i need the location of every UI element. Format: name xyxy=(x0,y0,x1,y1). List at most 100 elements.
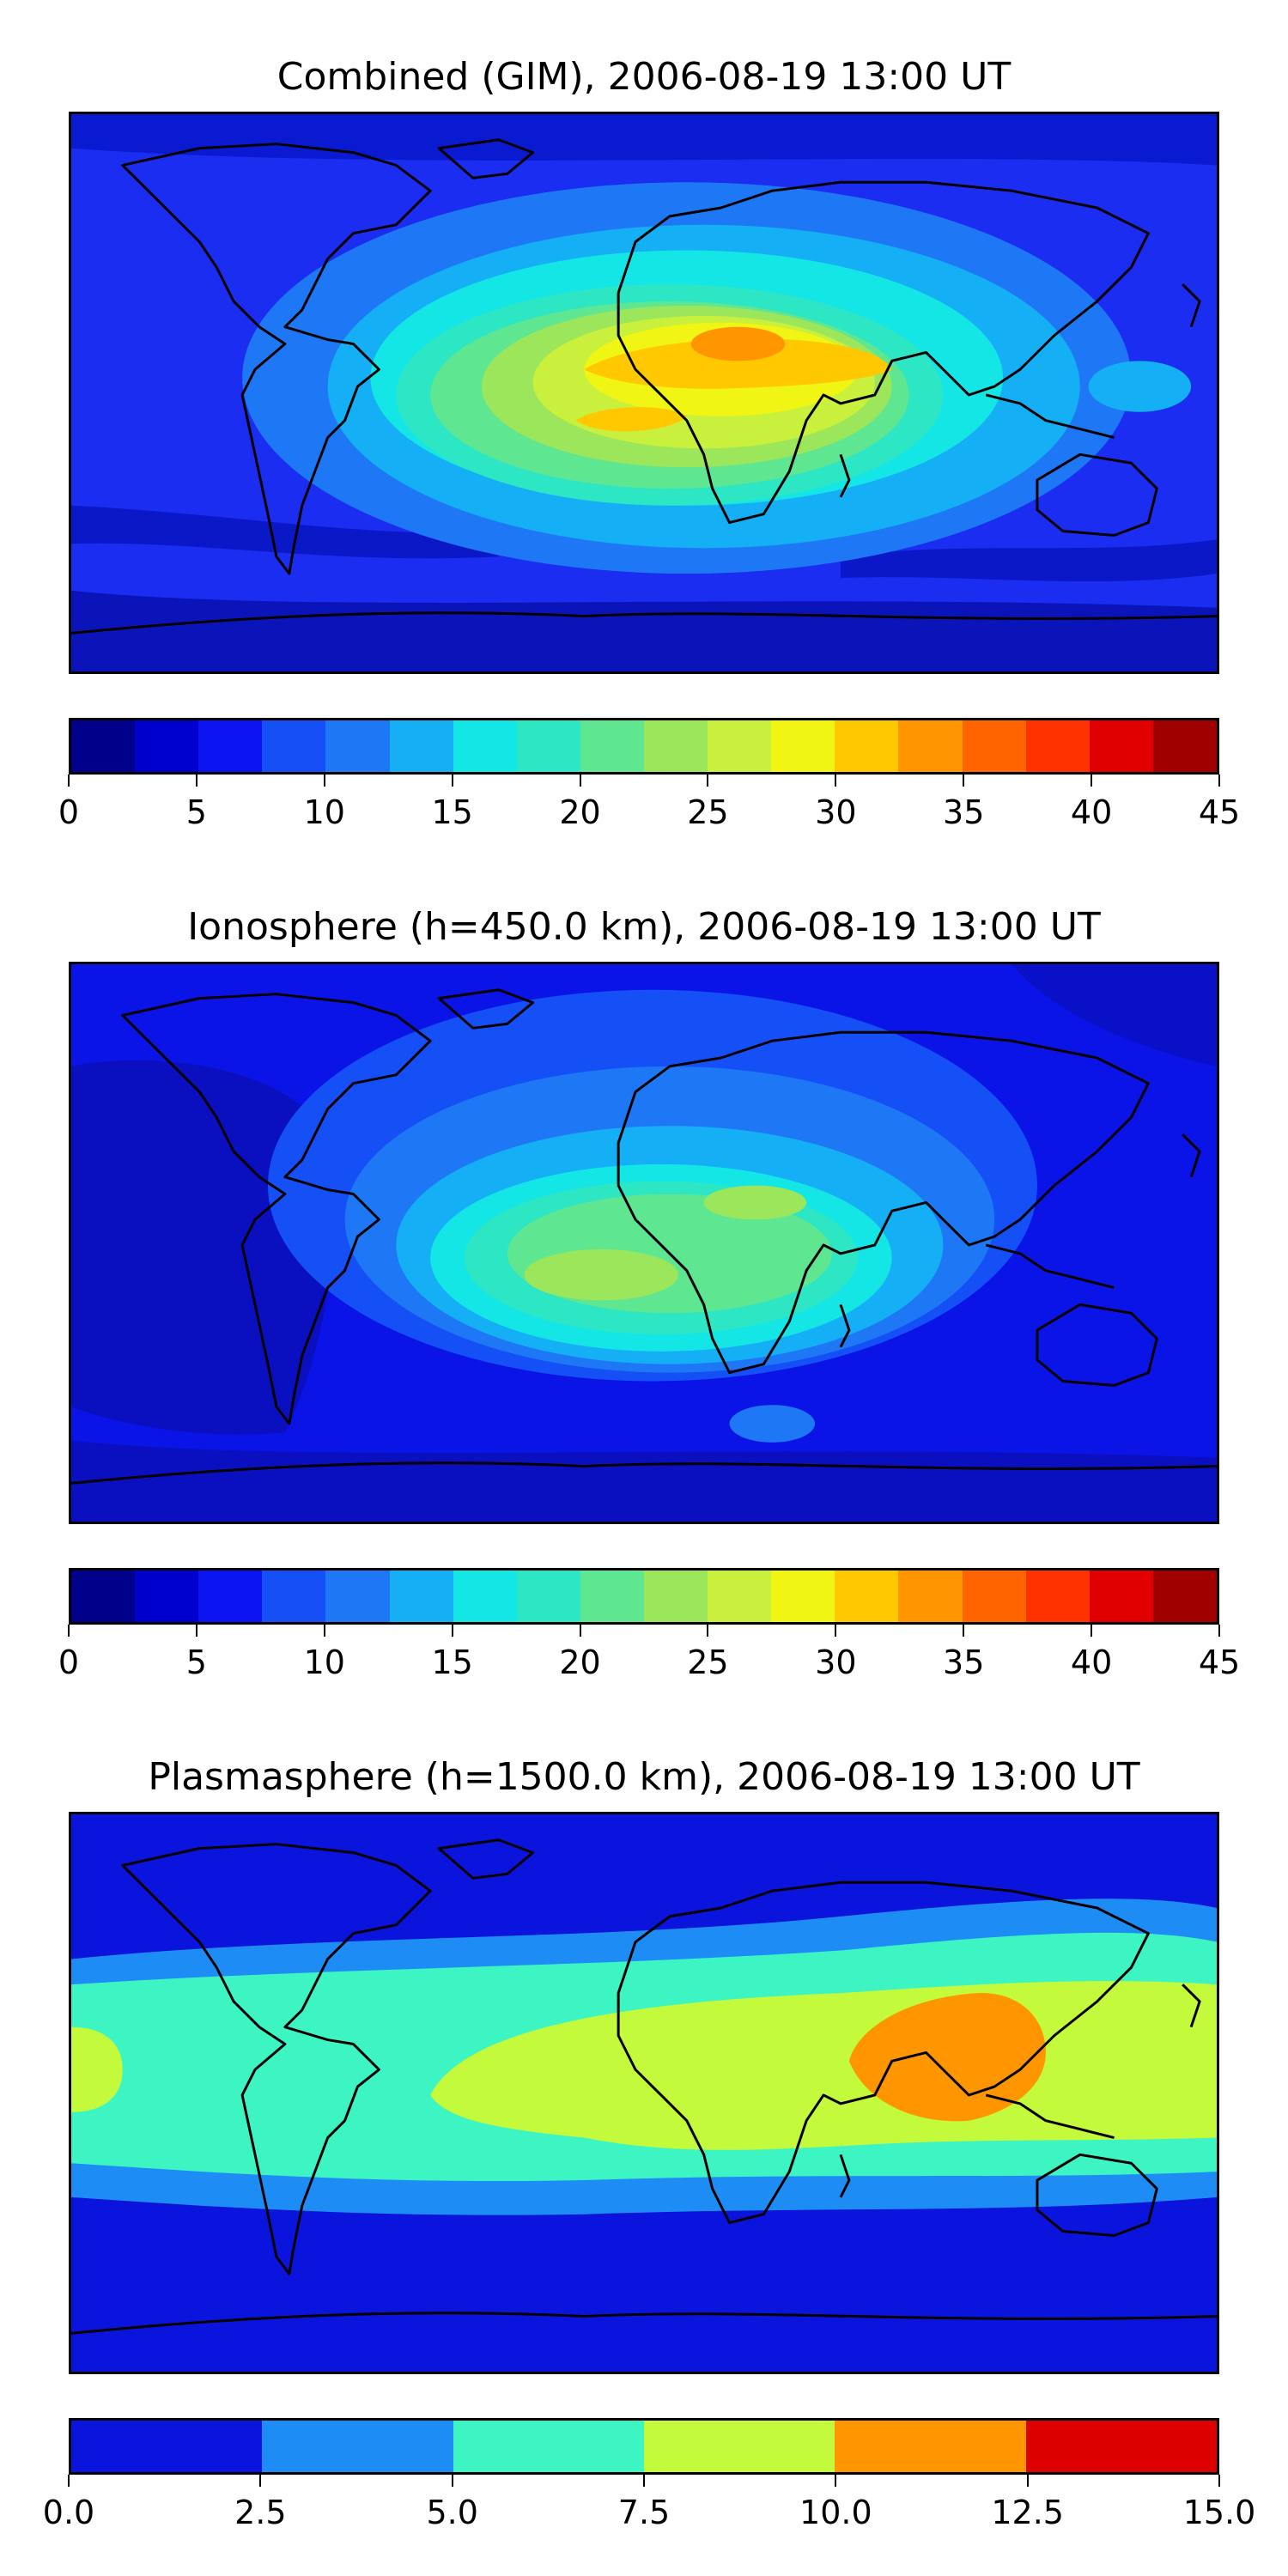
tick-label: 25 xyxy=(687,1643,729,1681)
colorbar-segment xyxy=(643,1571,708,1622)
tick-mark xyxy=(451,2475,453,2487)
tick-mark xyxy=(707,775,709,787)
colorbar-segment xyxy=(389,720,453,772)
colorbar-segment xyxy=(962,1571,1026,1622)
colorbar-segment xyxy=(71,1571,136,1622)
tick-label: 40 xyxy=(1070,1643,1113,1681)
colorbar-segment xyxy=(262,2421,453,2472)
colorbar-ticks-plasmasphere: 0.0 2.5 5.0 7.5 10.0 12.5 15.0 xyxy=(43,2475,1255,2531)
colorbar-segment xyxy=(262,720,326,772)
colorbar-segment xyxy=(898,1571,963,1622)
tick-mark xyxy=(68,775,70,787)
tick-label: 35 xyxy=(943,793,985,831)
colorbar-segment xyxy=(516,1571,580,1622)
tick-label: 7.5 xyxy=(617,2494,671,2531)
colorbar-segment xyxy=(1089,1571,1153,1622)
tick-label: 10 xyxy=(303,1643,345,1681)
tick-mark xyxy=(68,2475,70,2487)
colorbar-segment xyxy=(1025,1571,1090,1622)
colorbar-segment xyxy=(580,720,644,772)
colorbar-segment xyxy=(1152,720,1217,772)
map-svg-ionosphere xyxy=(71,964,1217,1522)
map-svg-plasmasphere xyxy=(71,1814,1217,2372)
tick-mark xyxy=(1218,1625,1220,1637)
colorbar-segment xyxy=(580,1571,644,1622)
colorbar-segment xyxy=(516,720,580,772)
colorbar-segment xyxy=(262,1571,326,1622)
colorbar-segment xyxy=(453,720,517,772)
tick-mark xyxy=(963,1625,965,1637)
tick-label: 15 xyxy=(431,793,473,831)
tick-label: 30 xyxy=(815,1643,857,1681)
colorbar-segment xyxy=(898,720,963,772)
colorbar-segment xyxy=(325,1571,390,1622)
colorbar-segment xyxy=(835,1571,899,1622)
tick-label: 25 xyxy=(687,793,729,831)
colorbar-segment xyxy=(71,720,136,772)
map-ionosphere xyxy=(69,962,1219,1524)
colorbar-segment xyxy=(453,2421,644,2472)
tick-label: 0 xyxy=(58,793,80,831)
tick-mark xyxy=(1218,2475,1220,2487)
tick-label: 5 xyxy=(185,1643,207,1681)
tick-label: 15 xyxy=(431,1643,473,1681)
panel-title-combined: Combined (GIM), 2006-08-19 13:00 UT xyxy=(276,55,1012,99)
tick-label: 5 xyxy=(185,793,207,831)
colorbar-segment xyxy=(1089,720,1153,772)
tick-mark xyxy=(323,775,325,787)
tick-mark xyxy=(579,1625,581,1637)
tick-mark xyxy=(707,1625,709,1637)
tick-mark xyxy=(835,2475,837,2487)
tick-label: 12.5 xyxy=(991,2494,1064,2531)
colorbar-segment xyxy=(708,1571,772,1622)
tick-mark xyxy=(643,2475,645,2487)
colorbar-segment xyxy=(835,720,899,772)
tick-label: 30 xyxy=(815,793,857,831)
tick-label: 5.0 xyxy=(426,2494,478,2531)
tick-label: 10 xyxy=(303,793,345,831)
tick-mark xyxy=(1091,1625,1093,1637)
map-plasmasphere xyxy=(69,1812,1219,2374)
tick-mark xyxy=(68,1625,70,1637)
colorbar-segment xyxy=(198,1571,263,1622)
tick-label: 45 xyxy=(1198,1643,1241,1681)
tick-mark xyxy=(835,775,837,787)
tick-label: 0 xyxy=(58,1643,80,1681)
tick-mark xyxy=(451,775,453,787)
map-combined xyxy=(69,112,1219,674)
colorbar-segment xyxy=(643,720,708,772)
tick-label: 0.0 xyxy=(42,2494,95,2531)
map-svg-combined xyxy=(71,114,1217,671)
tick-mark xyxy=(1091,775,1093,787)
tick-mark xyxy=(579,775,581,787)
colorbar-segment xyxy=(1025,2421,1217,2472)
colorbar-segment xyxy=(389,1571,453,1622)
colorbar-plasmasphere xyxy=(69,2418,1219,2475)
colorbar-segment xyxy=(135,1571,199,1622)
colorbar-ticks-ionosphere: 0 5 10 15 20 25 30 35 40 45 xyxy=(58,1625,1240,1681)
tick-label: 20 xyxy=(559,1643,601,1681)
colorbar-segment xyxy=(962,720,1026,772)
tick-label: 2.5 xyxy=(234,2494,287,2531)
tick-mark xyxy=(195,1625,197,1637)
colorbar-segment xyxy=(325,720,390,772)
colorbar-segment xyxy=(771,1571,835,1622)
colorbar-ticks-combined: 0 5 10 15 20 25 30 35 40 45 xyxy=(58,775,1240,831)
colorbar-segment xyxy=(71,2421,263,2472)
tick-mark xyxy=(835,1625,837,1637)
colorbar-segment xyxy=(835,2421,1026,2472)
tick-label: 40 xyxy=(1070,793,1113,831)
colorbar-segment xyxy=(453,1571,517,1622)
tick-label: 15.0 xyxy=(1182,2494,1256,2531)
colorbar-segment xyxy=(135,720,199,772)
colorbar-segment xyxy=(1152,1571,1217,1622)
tick-mark xyxy=(1026,2475,1029,2487)
tick-mark xyxy=(451,1625,453,1637)
colorbar-segment xyxy=(643,2421,835,2472)
tick-label: 45 xyxy=(1198,793,1241,831)
colorbar-segment xyxy=(708,720,772,772)
tick-label: 10.0 xyxy=(799,2494,872,2531)
tick-mark xyxy=(195,775,197,787)
colorbar-segment xyxy=(1025,720,1090,772)
tick-mark xyxy=(323,1625,325,1637)
